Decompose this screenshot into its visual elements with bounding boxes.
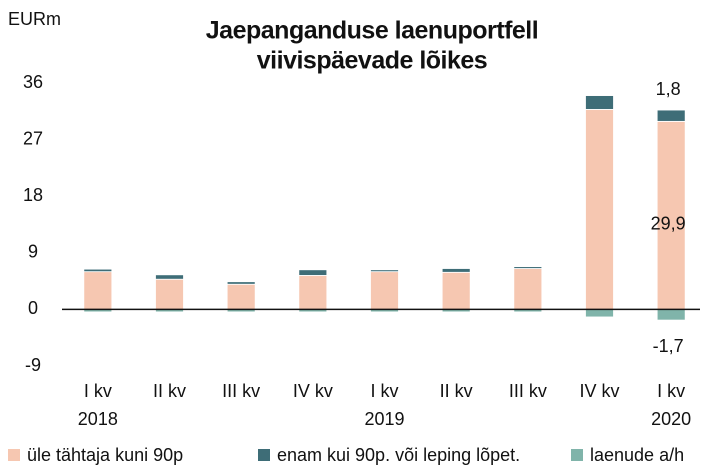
bar-segment xyxy=(656,109,686,122)
bar-segment xyxy=(656,308,686,321)
x-tick-label: II kv xyxy=(153,381,186,401)
bar-segment xyxy=(585,308,614,318)
data-label: 1,8 xyxy=(656,79,681,99)
bar-segment xyxy=(441,268,471,273)
bar-segment xyxy=(656,120,686,310)
chart-title: Jaepanganduse laenuportfell xyxy=(206,17,538,45)
bar-segment xyxy=(226,281,256,285)
bar-segment xyxy=(370,271,399,310)
x-tick-label: I kv xyxy=(370,381,398,401)
data-label: 29,9 xyxy=(651,214,686,234)
x-tick-label: III kv xyxy=(222,381,260,401)
bar-segment xyxy=(298,269,328,276)
y-tick-label: 36 xyxy=(23,72,43,92)
bar-segment xyxy=(513,268,543,310)
y-unit: EURm xyxy=(8,9,61,29)
bar-segment xyxy=(585,109,614,310)
bar-segment xyxy=(83,271,113,310)
y-tick-label: 9 xyxy=(28,242,38,262)
legend-label: üle tähtaja kuni 90p xyxy=(27,445,183,465)
bar-segment xyxy=(513,266,543,269)
data-label: -1,7 xyxy=(653,336,684,356)
bar-segment xyxy=(585,95,614,110)
chart-title: viivispäevade lõikes xyxy=(257,47,487,75)
legend-label: laenude a/h xyxy=(590,445,684,465)
x-tick-label: IV kv xyxy=(579,381,619,401)
legend-swatch xyxy=(571,449,583,461)
legend-swatch xyxy=(258,449,270,461)
bar-segment xyxy=(155,278,184,310)
bar-segment xyxy=(226,283,256,310)
y-tick-label: 18 xyxy=(23,185,43,205)
y-tick-label: 0 xyxy=(28,298,38,318)
bar-segment xyxy=(298,275,328,310)
legend-label: enam kui 90p. või leping lõpet. xyxy=(277,445,520,465)
x-tick-label: 2018 xyxy=(78,409,118,429)
legend-swatch xyxy=(8,449,20,461)
x-tick-label: III kv xyxy=(509,381,547,401)
bar-segment xyxy=(155,274,184,280)
x-tick-label: I kv xyxy=(657,381,685,401)
bar-segment xyxy=(370,269,399,273)
x-tick-label: II kv xyxy=(440,381,473,401)
y-tick-label: -9 xyxy=(25,355,41,375)
bar-segment xyxy=(441,271,471,310)
x-tick-label: IV kv xyxy=(293,381,333,401)
x-tick-label: 2020 xyxy=(651,409,691,429)
bar-segment xyxy=(83,268,113,273)
x-tick-label: I kv xyxy=(84,381,112,401)
x-tick-label: 2019 xyxy=(364,409,404,429)
y-tick-label: 27 xyxy=(23,128,43,148)
